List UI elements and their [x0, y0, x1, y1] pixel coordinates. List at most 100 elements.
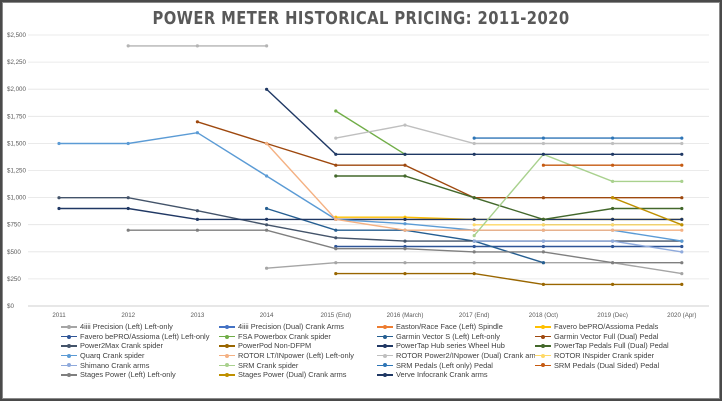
data-point [334, 272, 338, 276]
legend-item: SRM Pedals (Left only) Pedal [377, 360, 535, 370]
y-tick-label: $250 [7, 276, 21, 283]
legend-label: ROTOR INspider Crank spider [554, 351, 655, 361]
series-18 [472, 136, 684, 140]
legend-item: ROTOR Power2/INpower (Dual) Crank arms [377, 351, 535, 361]
series-15 [472, 223, 684, 227]
data-point [680, 141, 684, 146]
data-point [265, 266, 269, 270]
series-23 [126, 44, 269, 48]
series-line [266, 262, 682, 275]
data-point [265, 228, 269, 232]
legend-item: ROTOR INspider Crank spider [535, 351, 693, 361]
series-line [59, 207, 682, 221]
legend-label: Stages Power (Dual) Crank arms [238, 370, 347, 380]
data-point [403, 152, 407, 156]
legend-label: 4iiii Precision (Left) Left-only [80, 322, 173, 332]
data-point [126, 141, 130, 146]
data-point [541, 196, 546, 200]
data-point [680, 152, 684, 156]
x-tick-label: 2015 (End) [320, 312, 351, 319]
data-point [403, 222, 407, 226]
series-line [266, 143, 682, 231]
data-point [334, 174, 338, 178]
legend-label: Garmin Vector S (Left) Left-only [396, 331, 500, 341]
data-point [611, 141, 615, 146]
data-point [334, 244, 338, 249]
legend-swatch [219, 324, 235, 330]
data-point [680, 228, 684, 232]
data-point [334, 261, 338, 265]
data-point [611, 244, 615, 249]
legend-label: SRM Pedals (Left only) Pedal [396, 360, 493, 370]
data-point [126, 228, 130, 232]
y-tick-labels: $0 $250 $500 $750 $1,000 $1,250 $1,500 $1,750 $2… [7, 32, 26, 310]
legend-swatch [61, 343, 77, 349]
data-point [195, 209, 199, 213]
legend-item: Stages Power (Left) Left-only [61, 370, 219, 380]
data-point [403, 217, 407, 221]
y-tick-label: $1,500 [7, 140, 26, 147]
data-point [611, 223, 615, 227]
data-point [541, 217, 546, 221]
data-point [403, 261, 407, 265]
legend-swatch [61, 362, 77, 368]
data-point [472, 261, 476, 265]
data-point [57, 206, 61, 211]
x-tick-label: 2020 (Apr) [667, 312, 696, 319]
legend-swatch [535, 353, 551, 359]
data-point [472, 141, 476, 146]
legend-swatch [219, 333, 235, 339]
legend-item: 4iiii Precision (Left) Left-only [61, 322, 219, 332]
x-tick-labels: 2011 2012 2013 2014 2015 (End) 2016 (March) 20… [52, 312, 696, 319]
series-12 [57, 131, 684, 243]
y-tick-label: $750 [7, 222, 21, 229]
data-point [472, 217, 476, 221]
legend-swatch [61, 324, 77, 330]
series-lines [57, 44, 684, 286]
legend-item: Quarq Crank spider [61, 351, 219, 361]
series-line [612, 197, 683, 226]
legend-label: SRM Pedals (Dual Sided) Pedal [554, 360, 660, 370]
data-point [611, 282, 615, 286]
legend-swatch [535, 333, 551, 339]
data-point [472, 244, 476, 249]
data-point [403, 163, 407, 167]
data-point [403, 123, 407, 127]
data-point [680, 163, 684, 167]
legend-swatch [61, 333, 77, 339]
x-tick-label: 2019 (Dec) [597, 312, 628, 319]
data-point [472, 272, 476, 276]
data-point [403, 247, 407, 251]
data-point [611, 163, 615, 167]
legend-item: SRM Crank spider [219, 360, 377, 370]
legend-label: Stages Power (Left) Left-only [80, 370, 176, 380]
series-13 [265, 141, 684, 232]
legend-swatch [219, 372, 235, 378]
legend-label: Shimano Crank arms [80, 360, 150, 370]
legend-label: Favero bePRO/Assioma (Left) Left-only [80, 331, 210, 341]
series-16 [472, 239, 684, 254]
y-tick-label: $500 [7, 249, 21, 256]
legend-label: FSA Powerbox Crank spider [238, 331, 331, 341]
legend-label: SRM Crank spider [238, 360, 299, 370]
data-point [611, 228, 615, 232]
legend: 4iiii Precision (Left) Left-only 4iiii Pr… [61, 322, 711, 380]
legend-item: FSA Powerbox Crank spider [219, 332, 377, 342]
data-point [541, 223, 546, 227]
data-point [403, 215, 407, 219]
x-tick-label: 2017 (End) [459, 312, 490, 319]
x-tick-label: 2018 (Oct) [529, 312, 558, 319]
series-14 [334, 123, 684, 146]
legend-item: 4iiii Precision (Dual) Crank Arms [219, 322, 377, 332]
plot-area: $0 $250 $500 $750 $1,000 $1,250 $1,500 $1,750 $2… [7, 32, 709, 319]
data-point [57, 141, 61, 146]
data-point [265, 223, 269, 227]
data-point [680, 179, 684, 183]
gridlines [28, 34, 709, 307]
data-point [680, 217, 684, 221]
data-point [541, 239, 546, 243]
data-point [680, 244, 684, 249]
data-point [541, 261, 546, 265]
x-tick-label: 2013 [191, 312, 205, 319]
data-point [334, 152, 338, 156]
